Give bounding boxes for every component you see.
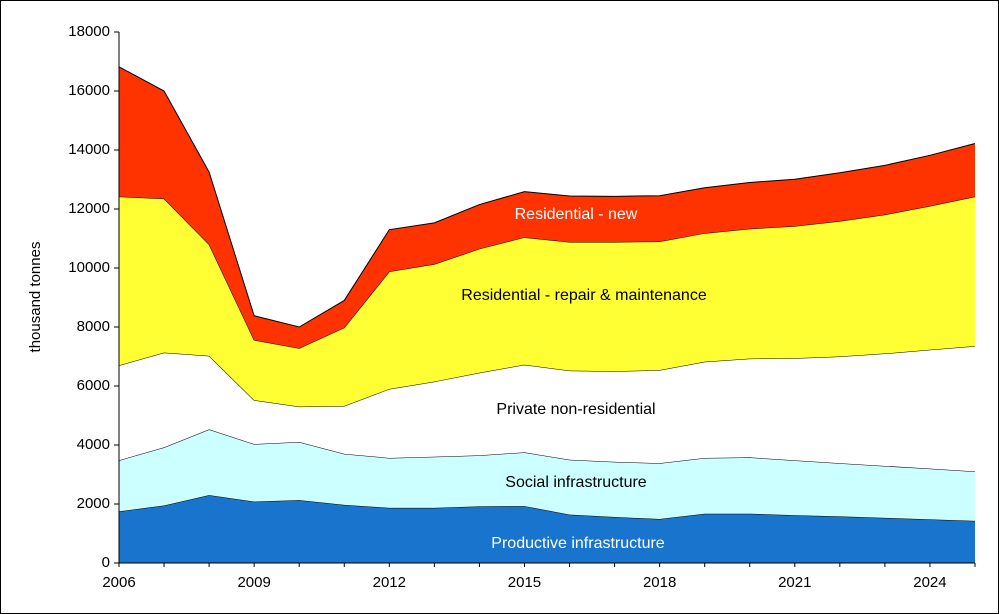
y-tick-label: 8000 bbox=[77, 318, 110, 335]
series-label: Residential - new bbox=[514, 206, 638, 223]
y-tick-label: 10000 bbox=[68, 259, 110, 276]
x-tick-label: 2006 bbox=[102, 574, 135, 591]
y-tick-label: 16000 bbox=[68, 82, 110, 99]
series-label: Productive infrastructure bbox=[491, 535, 665, 552]
series-label: Residential - repair & maintenance bbox=[461, 287, 707, 304]
y-tick-label: 12000 bbox=[68, 200, 110, 217]
area bbox=[119, 346, 975, 472]
y-tick-label: 4000 bbox=[77, 436, 110, 453]
x-tick-label: 2012 bbox=[373, 574, 406, 591]
series-label: Social infrastructure bbox=[505, 474, 647, 491]
series-label: Private non-residential bbox=[496, 401, 656, 418]
y-tick-label: 6000 bbox=[77, 377, 110, 394]
x-tick-label: 2009 bbox=[237, 574, 270, 591]
x-tick-label: 2018 bbox=[643, 574, 676, 591]
area bbox=[119, 196, 975, 407]
x-tick-label: 2024 bbox=[913, 574, 946, 591]
area-edge bbox=[118, 66, 976, 328]
area bbox=[119, 429, 975, 521]
area bbox=[119, 66, 975, 349]
x-tick-label: 2015 bbox=[508, 574, 541, 591]
y-tick-label: 18000 bbox=[68, 23, 110, 40]
y-tick-label: 2000 bbox=[77, 495, 110, 512]
y-axis-label: thousand tonnes bbox=[27, 242, 44, 353]
x-tick-label: 2021 bbox=[778, 574, 811, 591]
area bbox=[119, 495, 975, 563]
y-tick-label: 0 bbox=[102, 554, 110, 571]
y-tick-label: 14000 bbox=[68, 141, 110, 158]
